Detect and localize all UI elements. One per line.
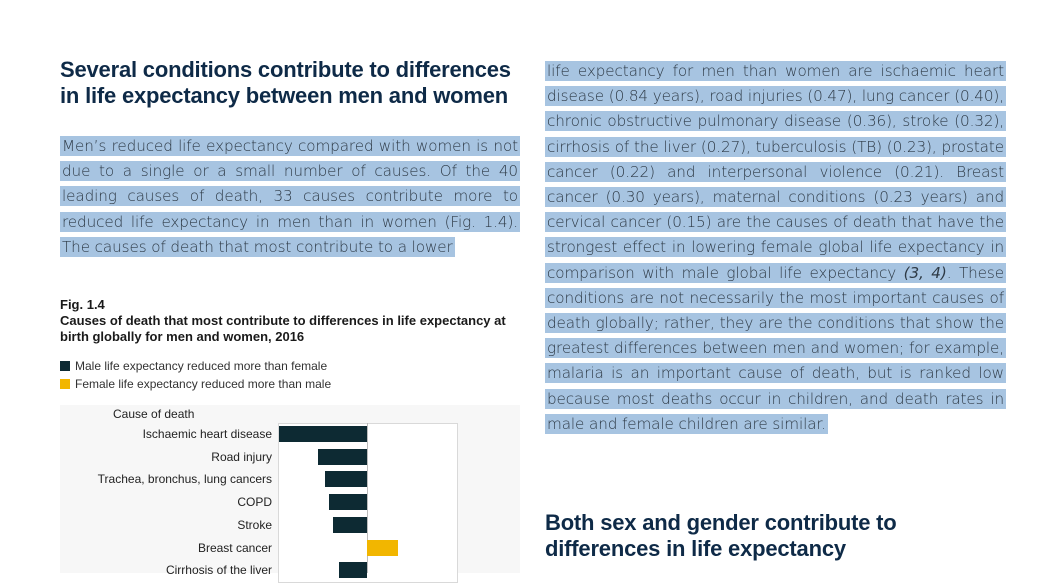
chart-category-label: COPD <box>237 495 272 510</box>
chart-plot-area <box>278 423 458 583</box>
chart-axis-title: Cause of death <box>113 407 195 421</box>
chart-bar-male <box>317 448 367 465</box>
chart-bar-male <box>338 562 367 579</box>
legend-label-female: Female life expectancy reduced more than… <box>75 377 332 391</box>
figure-label: Fig. 1.4 <box>60 297 105 312</box>
section-heading-conditions: Several conditions contribute to differe… <box>60 57 511 108</box>
figure-title: Causes of death that most contribute to … <box>60 313 506 344</box>
chart-bar-male <box>325 471 367 488</box>
highlighted-text[interactable]: Men’s reduced life expectancy compared w… <box>60 136 520 257</box>
chart-bar-female <box>367 539 399 556</box>
chart-bar-male <box>329 494 367 511</box>
citation: (3, 4) <box>903 263 947 282</box>
legend-label-male: Male life expectancy reduced more than f… <box>75 359 328 373</box>
chart-zero-line <box>367 423 368 573</box>
chart-bar-male <box>333 516 367 533</box>
chart-category-label: Cirrhosis of the liver <box>165 563 272 578</box>
section-heading-sex-gender: Both sex and gender contribute to differ… <box>545 510 897 561</box>
body-paragraph-intro: Men’s reduced life expectancy compared w… <box>60 134 520 260</box>
chart-category-label: Trachea, bronchus, lung cancers <box>97 472 272 487</box>
legend-item-male: Male life expectancy reduced more than f… <box>60 359 327 373</box>
legend-swatch-female <box>60 379 70 389</box>
highlighted-text[interactable]: life expectancy for men than women are i… <box>545 61 1006 434</box>
body-paragraph-causes: life expectancy for men than women are i… <box>545 59 1006 437</box>
legend-swatch-male <box>60 361 70 371</box>
chart-bar-male <box>279 426 367 442</box>
chart-category-label: Breast cancer <box>197 540 272 555</box>
chart-category-label: Ischaemic heart disease <box>142 427 272 441</box>
paragraph-text-part2: . These conditions are not necessarily t… <box>547 263 1004 433</box>
chart-category-label: Stroke <box>237 517 272 532</box>
chart-category-label: Road injury <box>211 449 272 464</box>
paragraph-text-part1: life expectancy for men than women are i… <box>547 62 1004 282</box>
legend-item-female: Female life expectancy reduced more than… <box>60 377 331 391</box>
